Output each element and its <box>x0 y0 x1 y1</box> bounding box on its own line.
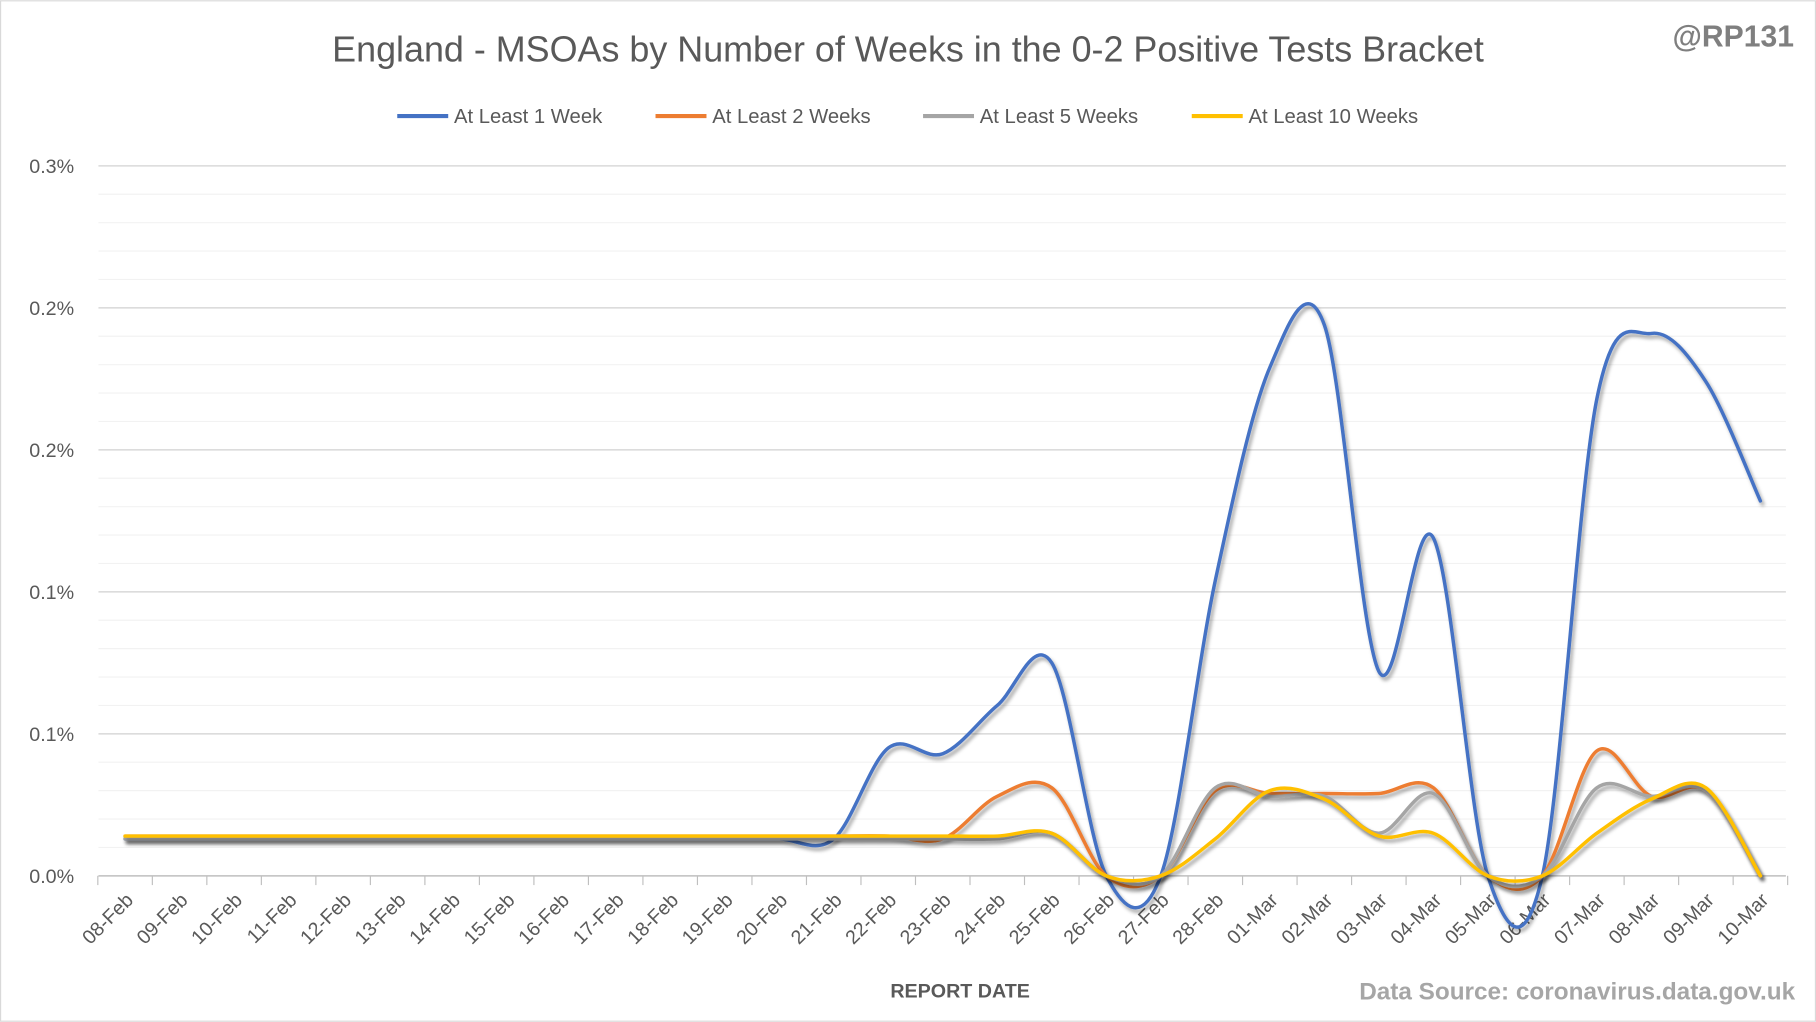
watermark: @RP131 <box>1673 21 1794 54</box>
series-line-3 <box>123 781 1763 889</box>
data-source: Data Source: coronavirus.data.gov.uk <box>1359 979 1795 1006</box>
legend-label: At Least 2 Weeks <box>712 106 870 128</box>
y-tick-label: 0.1% <box>29 582 74 604</box>
x-axis-label: REPORT DATE <box>890 980 1030 1002</box>
y-tick-label: 0.3% <box>29 156 74 178</box>
legend-label: At Least 5 Weeks <box>980 106 1138 128</box>
chart-title: England - MSOAs by Number of Weeks in th… <box>332 30 1484 70</box>
series-line-4 <box>123 781 1763 883</box>
y-tick-label: 0.0% <box>29 866 74 888</box>
y-tick-label: 0.1% <box>29 724 74 746</box>
legend: At Least 1 Week At Least 2 Weeks At Least … <box>397 106 1418 128</box>
y-tick-label: 0.2% <box>29 440 74 462</box>
legend-label: At Least 1 Week <box>454 106 603 128</box>
y-tick-label: 0.2% <box>29 298 74 320</box>
legend-label: At Least 10 Weeks <box>1249 106 1419 128</box>
